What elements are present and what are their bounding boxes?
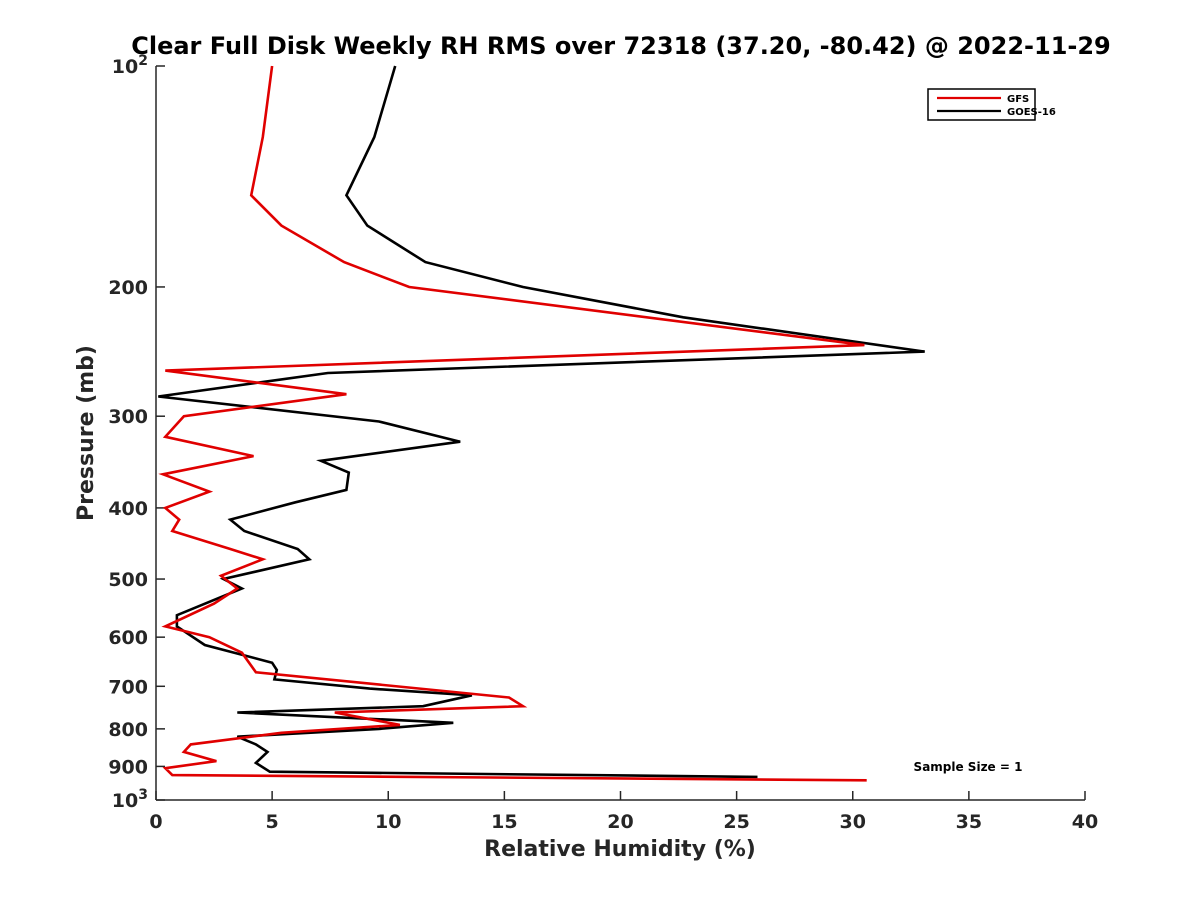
sample-size-annotation: Sample Size = 1 (914, 760, 1023, 774)
x-tick-label: 15 (491, 811, 517, 833)
x-axis-label: Relative Humidity (%) (484, 837, 756, 862)
y-tick-label: 700 (108, 676, 148, 698)
chart-title: Clear Full Disk Weekly RH RMS over 72318… (131, 32, 1111, 60)
y-tick-label: 102 (112, 53, 148, 78)
y-tick-label: 800 (108, 719, 148, 741)
series-line-gfs (158, 65, 867, 782)
x-tick-label: 5 (266, 811, 279, 833)
legend-label-goes-16: GOES-16 (1007, 107, 1056, 118)
y-tick-label: 103 (112, 787, 148, 812)
legend: GFS GOES-16 (927, 88, 1056, 121)
y-tick-label: 400 (108, 498, 148, 520)
y-tick-label: 900 (108, 756, 148, 778)
y-tick-label: 500 (108, 569, 148, 591)
y-tick-label: 300 (108, 406, 148, 428)
x-tick-label: 40 (1072, 811, 1098, 833)
y-axis-label: Pressure (mb) (74, 345, 99, 521)
x-tick-label: 30 (840, 811, 866, 833)
x-tick-label: 25 (723, 811, 749, 833)
x-tick-label: 35 (956, 811, 982, 833)
legend-label-gfs: GFS (1007, 94, 1029, 105)
legend-box (927, 88, 1036, 121)
y-tick-label: 200 (108, 277, 148, 299)
series-line-goes-16 (158, 65, 925, 779)
x-tick-label: 0 (149, 811, 162, 833)
x-tick-label: 10 (375, 811, 401, 833)
x-tick-label: 20 (607, 811, 633, 833)
y-tick-label: 600 (108, 627, 148, 649)
plot-area: 0 5 10 15 20 25 30 35 40 102 200 300 400 500 600 700 800… (108, 53, 1098, 833)
